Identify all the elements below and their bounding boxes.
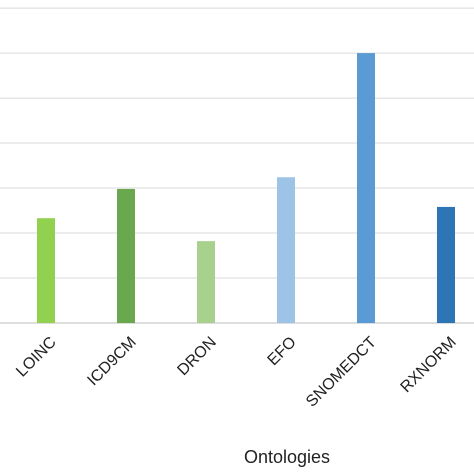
x-tick-label: ICD9CM <box>84 334 139 389</box>
x-tick-label: SNOMEDCT <box>303 334 380 411</box>
bar <box>117 188 135 323</box>
bar <box>37 218 55 323</box>
x-tick-label: EFO <box>265 334 300 369</box>
bar <box>357 53 375 324</box>
bar <box>277 177 295 323</box>
x-tick-label: LOINC <box>13 334 60 381</box>
x-axis-title: Ontologies <box>244 447 330 467</box>
bar <box>197 241 215 323</box>
bar <box>437 206 455 323</box>
x-tick-label: RXNORM <box>398 334 460 396</box>
x-tick-label: DRON <box>174 334 219 379</box>
